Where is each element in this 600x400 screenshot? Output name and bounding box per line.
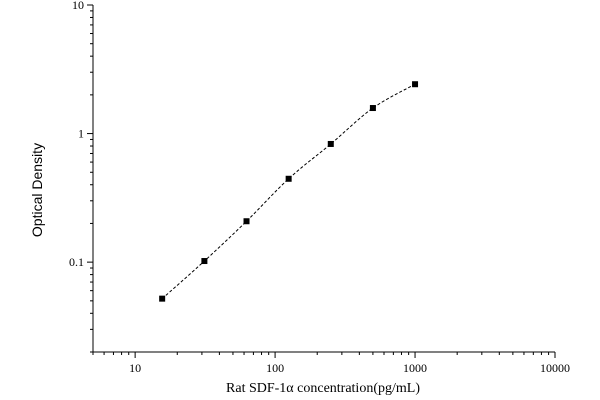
data-point <box>327 140 334 147</box>
y-tick-label: 0.1 <box>69 255 84 269</box>
plot-frame <box>92 5 555 353</box>
y-axis-title: Optical Density <box>29 143 45 237</box>
x-axis-ticks <box>92 352 556 358</box>
x-tick-labels: 10 100 1000 10000 <box>129 361 570 375</box>
y-axis-ticks <box>87 4 93 353</box>
data-point <box>243 218 250 225</box>
y-tick-label: 1 <box>78 127 84 141</box>
data-point <box>159 295 166 302</box>
x-tick-label: 10 <box>129 361 141 375</box>
data-point <box>369 105 376 112</box>
data-point <box>412 81 419 88</box>
x-axis-title: Rat SDF-1α concentration(pg/mL) <box>226 381 420 396</box>
y-tick-label: 10 <box>72 0 84 12</box>
fit-curve <box>161 83 416 300</box>
data-points <box>159 81 419 302</box>
x-tick-label: 100 <box>266 361 284 375</box>
data-point <box>201 258 208 265</box>
x-tick-label: 10000 <box>540 361 570 375</box>
y-tick-labels: 0.1 1 10 <box>69 0 84 269</box>
data-point <box>285 175 292 182</box>
x-tick-label: 1000 <box>403 361 427 375</box>
